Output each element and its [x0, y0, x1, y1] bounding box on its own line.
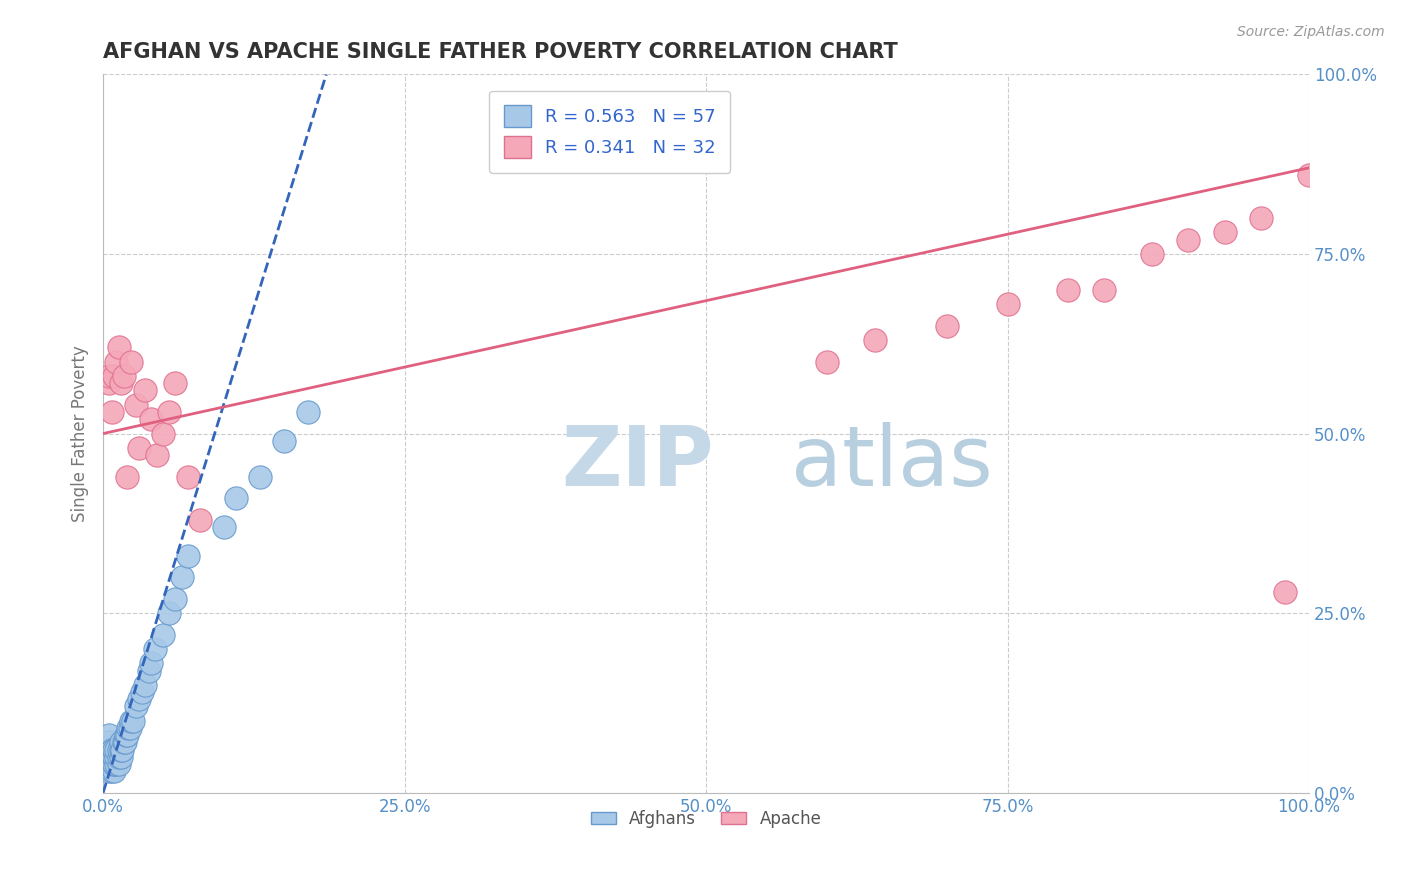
Point: [98, 749, 121, 764]
Point: [110, 749, 132, 764]
Point: [249, 469, 271, 483]
Point: [103, 749, 125, 764]
Point: [170, 570, 193, 584]
Point: [225, 491, 247, 505]
Point: [112, 735, 135, 749]
Point: [936, 318, 959, 333]
Point: [1142, 247, 1164, 261]
Point: [117, 721, 139, 735]
Point: [100, 756, 122, 771]
Point: [98, 369, 121, 384]
Point: [128, 441, 150, 455]
Point: [815, 355, 838, 369]
Point: [141, 412, 163, 426]
Point: [98, 756, 121, 771]
Point: [98, 742, 121, 756]
Point: [112, 369, 135, 384]
Point: [297, 405, 319, 419]
Point: [165, 591, 187, 606]
Point: [152, 627, 174, 641]
Point: [110, 742, 132, 756]
Point: [134, 678, 156, 692]
Point: [114, 735, 136, 749]
Point: [120, 355, 142, 369]
Point: [134, 384, 156, 398]
Point: [120, 714, 142, 728]
Point: [103, 764, 125, 778]
Point: [100, 405, 122, 419]
Text: AFGHAN VS APACHE SINGLE FATHER POVERTY CORRELATION CHART: AFGHAN VS APACHE SINGLE FATHER POVERTY C…: [103, 42, 898, 62]
Point: [107, 756, 129, 771]
Point: [111, 742, 134, 756]
Point: [143, 642, 166, 657]
Point: [100, 756, 122, 771]
Point: [1298, 168, 1320, 182]
Point: [125, 699, 148, 714]
Point: [98, 749, 121, 764]
Point: [105, 355, 128, 369]
Point: [103, 742, 125, 756]
Point: [188, 513, 211, 527]
Point: [103, 749, 125, 764]
Point: [122, 714, 145, 728]
Point: [100, 749, 122, 764]
Point: [103, 369, 125, 384]
Point: [115, 728, 138, 742]
Point: [103, 756, 125, 771]
Text: atlas: atlas: [790, 422, 993, 503]
Point: [997, 297, 1019, 311]
Point: [1250, 211, 1272, 225]
Point: [98, 728, 121, 742]
Point: [165, 376, 187, 391]
Point: [98, 735, 121, 749]
Point: [1213, 226, 1236, 240]
Point: [105, 749, 128, 764]
Point: [273, 434, 295, 448]
Point: [1057, 283, 1080, 297]
Point: [98, 742, 121, 756]
Point: [138, 664, 160, 678]
Point: [105, 756, 128, 771]
Point: [100, 764, 122, 778]
Point: [146, 448, 169, 462]
Legend: Afghans, Apache: Afghans, Apache: [583, 804, 828, 835]
Point: [110, 735, 132, 749]
Point: [212, 520, 235, 534]
Point: [176, 469, 198, 483]
Text: ZIP: ZIP: [561, 422, 714, 503]
Point: [131, 685, 153, 699]
Point: [863, 333, 886, 347]
Point: [152, 426, 174, 441]
Point: [98, 764, 121, 778]
Point: [1177, 233, 1199, 247]
Point: [117, 728, 139, 742]
Point: [141, 657, 163, 671]
Y-axis label: Single Father Poverty: Single Father Poverty: [72, 345, 89, 522]
Text: Source: ZipAtlas.com: Source: ZipAtlas.com: [1237, 25, 1385, 39]
Point: [105, 742, 128, 756]
Point: [117, 469, 139, 483]
Point: [98, 376, 121, 391]
Point: [103, 756, 125, 771]
Point: [1274, 584, 1296, 599]
Point: [107, 749, 129, 764]
Point: [159, 606, 181, 620]
Point: [100, 742, 122, 756]
Point: [110, 376, 132, 391]
Point: [118, 721, 141, 735]
Point: [176, 549, 198, 563]
Point: [100, 742, 122, 756]
Point: [1092, 283, 1115, 297]
Point: [107, 742, 129, 756]
Point: [98, 756, 121, 771]
Point: [125, 398, 148, 412]
Point: [98, 735, 121, 749]
Point: [107, 340, 129, 354]
Point: [159, 405, 181, 419]
Point: [128, 692, 150, 706]
